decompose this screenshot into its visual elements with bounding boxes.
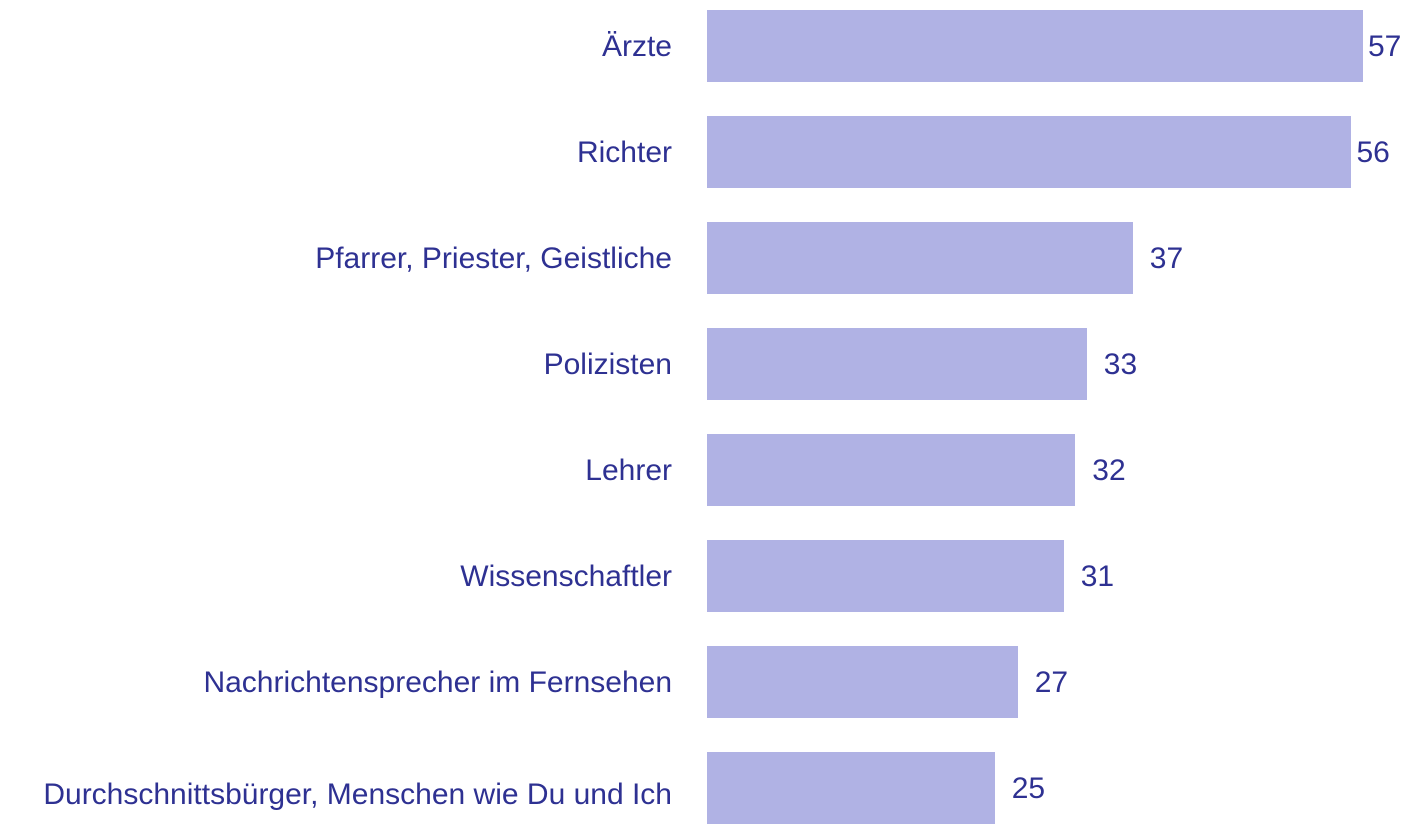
value-label: 32	[1092, 453, 1126, 487]
bar	[707, 328, 1087, 400]
value-label: 57	[1367, 29, 1402, 63]
bar	[707, 116, 1352, 188]
bar	[707, 10, 1363, 82]
category-label: Durchschnittsbürger, Menschen wie Du und…	[43, 777, 672, 811]
value-label: 31	[1080, 559, 1115, 593]
value-label: 27	[1034, 665, 1069, 699]
category-label: Lehrer	[585, 453, 672, 487]
value-label: 37	[1149, 241, 1184, 275]
bar	[707, 222, 1133, 294]
category-label: Nachrichtensprecher im Fernsehen	[203, 665, 672, 699]
category-label: Pfarrer, Priester, Geistliche	[315, 241, 672, 275]
category-label: Richter	[576, 135, 672, 169]
category-label: Polizisten	[543, 347, 672, 381]
category-label: Ärzte	[601, 29, 672, 63]
bar	[707, 752, 995, 824]
category-label: Wissenschaftler	[460, 559, 672, 593]
value-label: 56	[1356, 135, 1390, 169]
value-label: 33	[1103, 347, 1138, 381]
bar	[707, 540, 1064, 612]
bar	[707, 646, 1018, 718]
value-label: 25	[1011, 771, 1046, 805]
bar	[707, 434, 1076, 506]
